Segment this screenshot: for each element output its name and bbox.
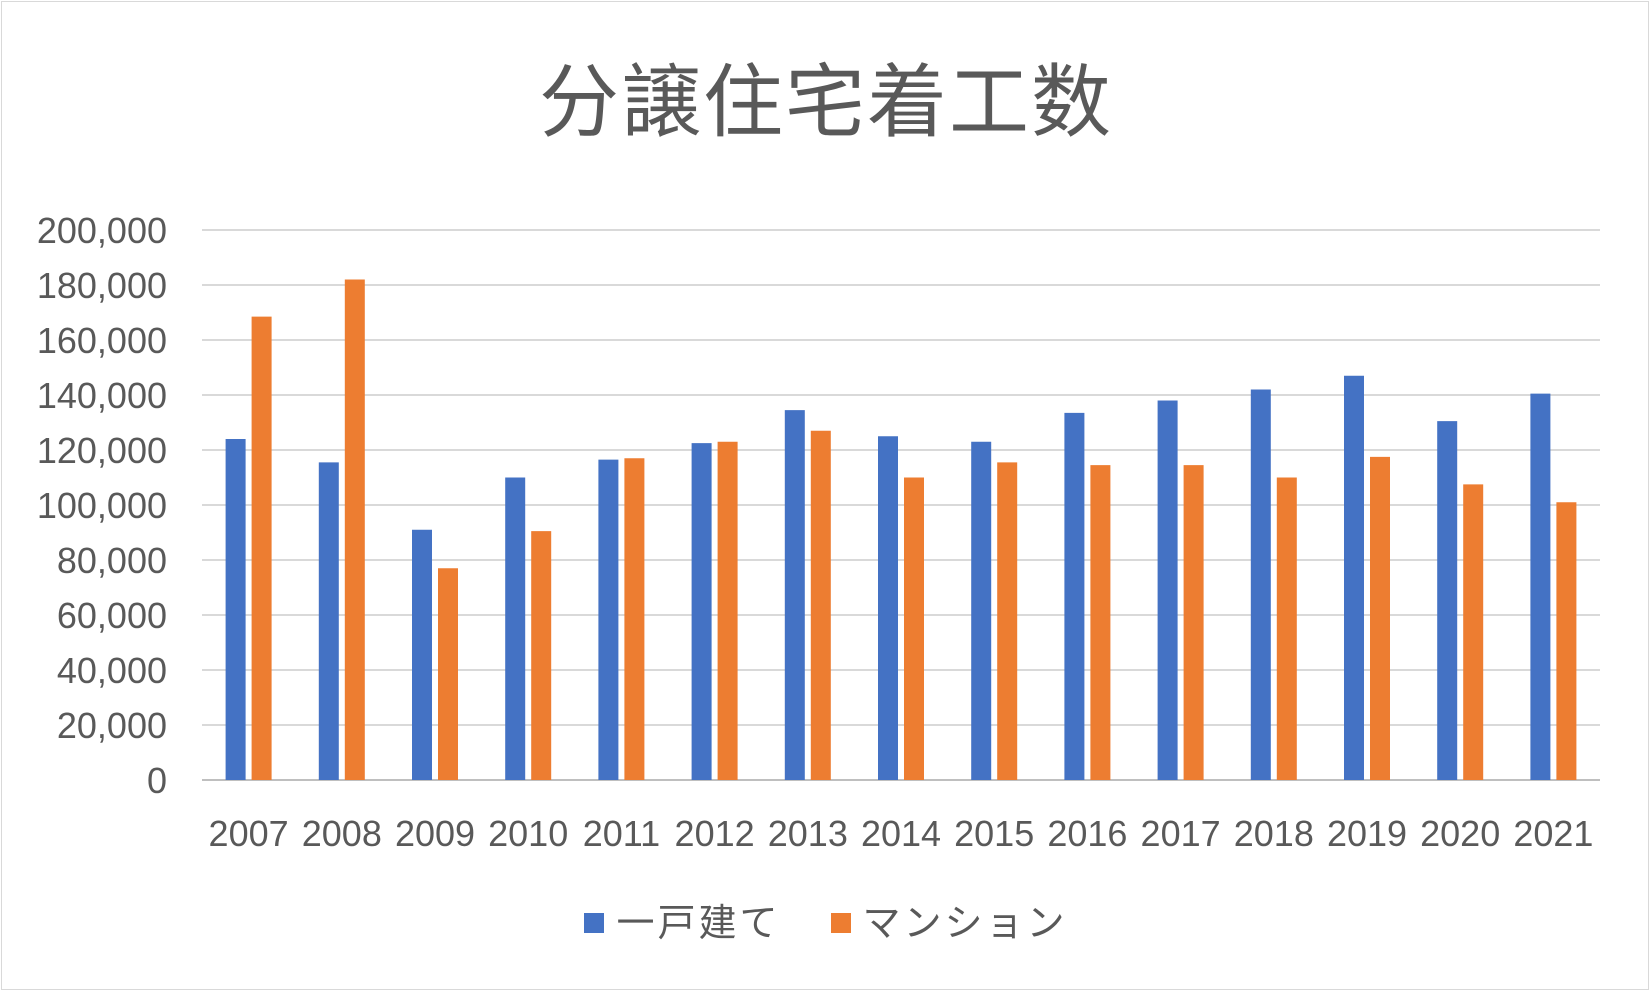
bar-series-1 [878, 436, 898, 780]
x-tick-label: 2007 [209, 813, 289, 854]
x-tick-label: 2019 [1327, 813, 1407, 854]
bar-series-1 [1530, 393, 1551, 780]
bar-series-1 [1437, 421, 1458, 780]
x-tick-label: 2017 [1141, 813, 1221, 854]
legend-swatch-series-2 [830, 913, 851, 933]
bar-series-1 [1344, 375, 1364, 780]
bar-series-1 [1250, 389, 1271, 780]
bar-series-1 [784, 410, 805, 780]
legend-label-series-2: マンション [862, 901, 1068, 945]
x-tick-label: 2015 [954, 813, 1034, 854]
bar-series-2 [438, 568, 458, 780]
y-tick-label: 20,000 [57, 705, 167, 746]
y-tick-label: 0 [147, 760, 167, 801]
x-tick-label: 2012 [675, 813, 755, 854]
x-tick-label: 2009 [395, 813, 475, 854]
bar-series-1 [412, 529, 432, 780]
y-tick-label: 60,000 [57, 595, 167, 636]
bar-series-1 [971, 441, 992, 780]
bar-series-1 [225, 439, 246, 780]
y-tick-label: 80,000 [57, 540, 167, 581]
bar-series-2 [624, 458, 645, 780]
legend: 一戸建て マンション [0, 895, 1652, 951]
x-tick-label: 2021 [1513, 813, 1593, 854]
bar-series-2 [717, 441, 738, 780]
bar-series-2 [1090, 465, 1111, 780]
y-tick-label: 100,000 [37, 485, 167, 526]
bar-series-2 [810, 430, 831, 780]
x-tick-label: 2020 [1420, 813, 1500, 854]
bar-series-1 [318, 462, 339, 780]
bar-series-1 [1064, 412, 1085, 780]
bar-series-2 [1556, 502, 1577, 780]
bar-series-1 [1157, 400, 1178, 780]
gridlines [202, 229, 1600, 781]
bar-series-2 [251, 316, 272, 780]
x-tick-label: 2010 [488, 813, 568, 854]
legend-item-series-1: 一戸建て [584, 899, 780, 947]
x-axis-tick-labels: 2007 2008 2009 2010 2011 2012 2013 2014 2015 2016… [209, 813, 1594, 854]
bar-series-2 [1276, 477, 1297, 780]
x-tick-label: 2008 [302, 813, 382, 854]
bar-series-2 [1183, 465, 1204, 780]
bar-series-2 [344, 279, 365, 780]
y-axis-tick-labels: 0 20,000 40,000 60,000 80,000 100,000 120,000 1… [37, 210, 167, 801]
bar-series-2 [1370, 456, 1390, 780]
bar-series-1 [691, 443, 712, 780]
bar-series-2 [904, 477, 924, 780]
y-tick-label: 160,000 [37, 320, 167, 361]
y-tick-label: 180,000 [37, 265, 167, 306]
bar-series-1 [598, 459, 619, 780]
chart-title: 分譲住宅着工数 [539, 56, 1113, 149]
x-tick-label: 2013 [768, 813, 848, 854]
bar-series-2 [997, 462, 1018, 780]
x-tick-label: 2016 [1047, 813, 1127, 854]
bars [225, 279, 1577, 780]
y-tick-label: 200,000 [37, 210, 167, 251]
y-tick-label: 120,000 [37, 430, 167, 471]
legend-swatch-series-1 [584, 913, 605, 933]
x-tick-label: 2014 [861, 813, 941, 854]
legend-item-series-2: マンション [830, 899, 1068, 947]
x-tick-label: 2011 [583, 813, 660, 854]
bar-series-2 [1463, 484, 1484, 780]
bar-series-1 [505, 477, 526, 780]
x-tick-label: 2018 [1234, 813, 1314, 854]
y-tick-label: 140,000 [37, 375, 167, 416]
bar-series-2 [531, 531, 552, 780]
legend-label-series-1: 一戸建て [616, 901, 781, 945]
y-tick-label: 40,000 [57, 650, 167, 691]
